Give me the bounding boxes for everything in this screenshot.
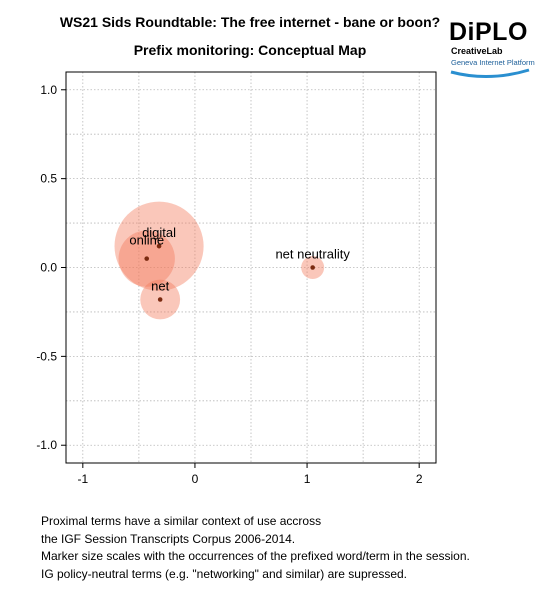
y-tick-label: 0.0 (40, 261, 57, 275)
logo-swoosh-icon (450, 68, 530, 79)
point-label-net-neutrality: net neutrality (275, 247, 350, 262)
bubble-center-net-neutrality (310, 265, 315, 270)
chart-subtitle: Prefix monitoring: Conceptual Map (133, 42, 367, 58)
y-tick-label: 0.5 (40, 172, 57, 186)
y-tick-label: 1.0 (40, 83, 57, 97)
logo-wordmark: DiPLO (449, 18, 528, 46)
logo-gip: Geneva Internet Platform (451, 58, 535, 67)
y-tick-label: -1.0 (36, 438, 57, 452)
y-tick-label: -0.5 (36, 349, 57, 363)
x-tick-label: -1 (77, 472, 88, 486)
x-tick-label: 2 (416, 472, 423, 486)
chart-notes: Proximal terms have a similar context of… (41, 513, 470, 583)
bubble-center-online (144, 256, 150, 261)
note-line-3: Marker size scales with the occurrences … (41, 549, 470, 563)
bubble-center-net (157, 297, 163, 302)
logo-creativelab: CreativeLab (451, 46, 503, 56)
note-line-2: the IGF Session Transcripts Corpus 2006-… (41, 531, 296, 546)
x-tick-label: 1 (304, 472, 311, 486)
point-label-digital: digital (142, 225, 176, 240)
x-tick-label: 0 (192, 472, 199, 486)
point-label-net: net (151, 278, 169, 293)
point-label-online: online (129, 233, 164, 248)
chart-title: WS21 Sids Roundtable: The free internet … (59, 14, 441, 30)
note-line-4: IG policy-neutral terms (e.g. "networkin… (41, 566, 407, 581)
diplo-logo: DiPLO CreativeLab Geneva Internet Platfo… (449, 18, 549, 84)
note-line-1: Proximal terms have a similar context of… (41, 514, 322, 528)
bubble-center-digital (156, 243, 162, 249)
